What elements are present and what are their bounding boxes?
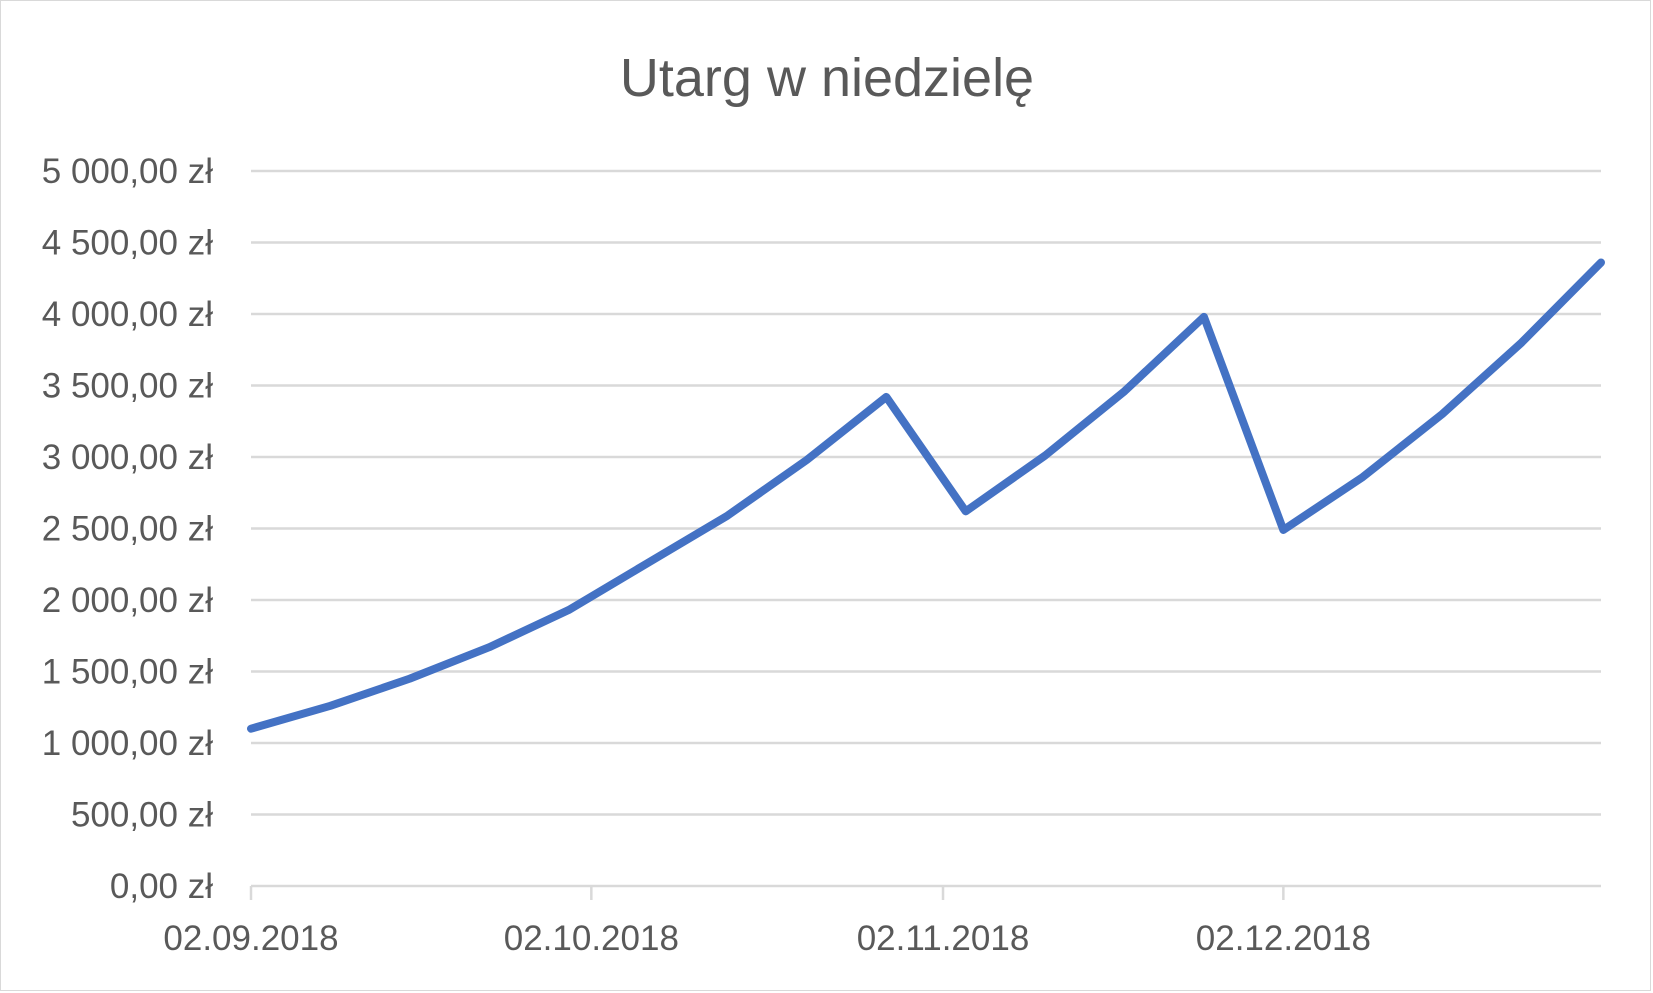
x-tick-label: 02.12.2018 <box>1196 919 1371 958</box>
y-tick-label: 3 000,00 zł <box>42 438 213 477</box>
y-tick-label: 2 000,00 zł <box>42 581 213 620</box>
y-tick-label: 4 500,00 zł <box>42 224 213 263</box>
gridlines <box>251 169 1601 816</box>
series-line <box>247 258 1605 733</box>
y-axis-tick-labels: 0,00 zł 500,00 zł 1 000,00 zł 1 500,00 zł 2 … <box>42 152 213 906</box>
y-tick-label: 500,00 zł <box>71 796 213 835</box>
x-tick-label: 02.09.2018 <box>163 919 338 958</box>
y-tick-label: 5 000,00 zł <box>42 152 213 191</box>
y-tick-label: 1 500,00 zł <box>42 653 213 692</box>
x-tick-label: 02.11.2018 <box>857 919 1030 958</box>
y-tick-label: 0,00 zł <box>110 867 213 906</box>
chart-title: Utarg w niedzielę <box>620 48 1034 108</box>
y-tick-label: 4 000,00 zł <box>42 295 213 334</box>
x-axis-tick-labels: 02.09.2018 02.10.2018 02.11.2018 02.12.2018 <box>163 919 1371 958</box>
y-tick-label: 3 500,00 zł <box>42 367 213 406</box>
x-tick-label: 02.10.2018 <box>504 919 679 958</box>
y-tick-label: 2 500,00 zł <box>42 510 213 549</box>
x-axis <box>249 884 1601 900</box>
y-tick-label: 1 000,00 zł <box>42 724 213 763</box>
